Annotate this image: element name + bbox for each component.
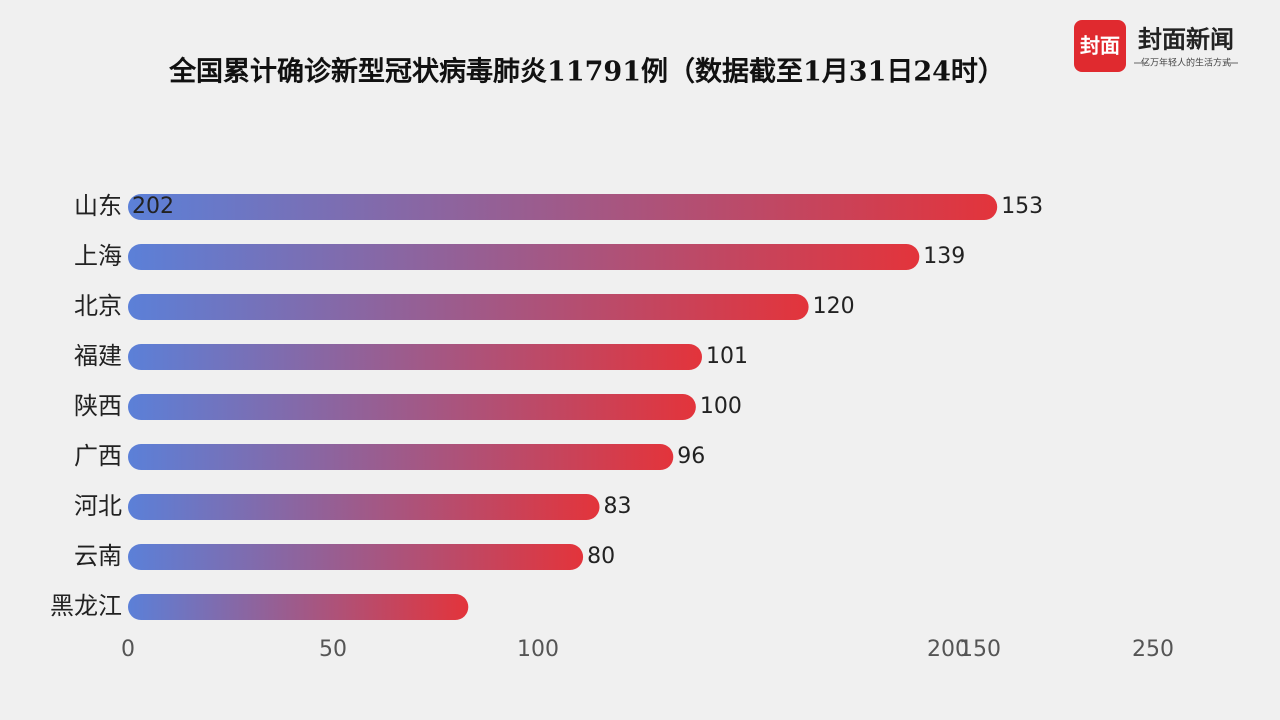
x-tick-label: 0 xyxy=(121,637,135,662)
bar xyxy=(128,344,702,370)
category-label: 云南 xyxy=(74,542,122,570)
category-label: 河北 xyxy=(74,492,122,520)
bar xyxy=(128,294,809,320)
value-label: 100 xyxy=(700,394,742,419)
bar xyxy=(128,244,920,270)
x-tick-label: 250 xyxy=(1132,637,1174,662)
bar xyxy=(128,194,998,220)
bar xyxy=(128,394,696,420)
value-label: 80 xyxy=(587,544,615,569)
bar xyxy=(128,594,469,620)
bar xyxy=(128,444,674,470)
x-tick-label: 100 xyxy=(517,637,559,662)
chart-title: 全国累计确诊新型冠状病毒肺炎11791例（数据截至1月31日24时） xyxy=(168,56,1005,88)
category-label: 上海 xyxy=(74,242,122,270)
x-tick-label: 200 xyxy=(927,637,969,662)
bar xyxy=(128,494,600,520)
annotation: 202 xyxy=(132,194,174,219)
logo-slogan: 亿万年轻人的生活方式 xyxy=(1141,57,1231,69)
category-label: 广西 xyxy=(74,442,122,470)
value-label: 153 xyxy=(1001,194,1043,219)
category-label: 陕西 xyxy=(74,392,122,420)
bar xyxy=(128,544,584,570)
category-label: 黑龙江 xyxy=(50,592,122,620)
category-label: 北京 xyxy=(74,292,122,320)
annotation: 150 xyxy=(959,637,1001,662)
logo-mark: 封面 xyxy=(1080,34,1120,58)
value-label: 120 xyxy=(813,294,855,319)
logo-badge xyxy=(1074,20,1126,72)
logo-name: 封面新闻 xyxy=(1138,25,1234,54)
category-label: 福建 xyxy=(74,342,122,370)
value-label: 96 xyxy=(677,444,705,469)
category-label: 山东 xyxy=(74,192,122,220)
logo: 封面 封面新闻 亿万年轻人的生活方式 xyxy=(1074,20,1238,72)
x-tick-label: 50 xyxy=(319,637,347,662)
value-label: 139 xyxy=(923,244,965,269)
value-label: 83 xyxy=(604,494,632,519)
value-label: 101 xyxy=(706,344,748,369)
